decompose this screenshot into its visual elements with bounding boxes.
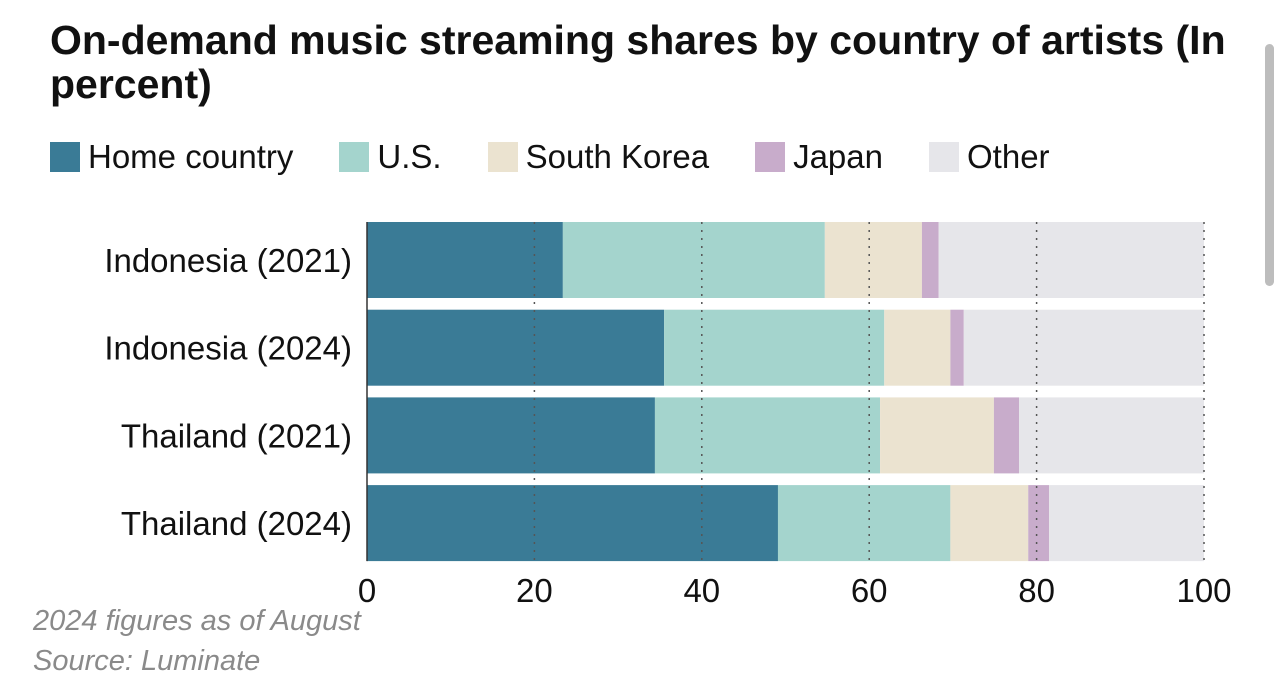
x-tick-label: 100 [1176,572,1231,609]
bar-segment [880,397,994,474]
bar-segment [664,309,885,386]
bar-segment [993,397,1020,474]
footnote: 2024 figures as of August [33,605,361,637]
category-label: Indonesia (2021) [104,242,352,279]
bar-segment [367,397,655,474]
legend-label: Japan [793,138,883,175]
bar-segment [824,222,922,298]
legend-item: Japan [755,138,883,176]
bar-segment [367,485,778,562]
bar-segment [367,222,563,298]
bar-segment [1019,397,1204,474]
x-tick-label: 0 [358,572,376,609]
legend-item: South Korea [487,138,710,176]
legend-swatch [929,142,959,172]
bar-segment [654,397,881,474]
bar-segment [367,309,665,386]
category-label: Thailand (2021) [121,417,352,454]
legend-swatch [755,142,786,172]
scrollbar[interactable] [1265,44,1274,286]
legend-label: South Korea [525,138,710,175]
x-tick-label: 80 [1018,572,1055,609]
bar-segment [884,309,951,386]
legend-item: U.S. [339,138,442,176]
bar-segment [1049,485,1204,562]
legend-label: Other [967,138,1050,175]
bar-segment [921,222,939,298]
legend-swatch [50,142,80,172]
bar-segment [777,485,951,562]
legend-label: Home country [88,138,294,175]
bar-segment [950,485,1029,562]
category-label: Indonesia (2024) [104,330,352,367]
legend-swatch [339,142,370,172]
bar-segment [1028,485,1050,562]
legend-item: Other [929,138,1050,176]
bar-segment [938,222,1204,298]
legend-item: Home country [50,138,293,176]
bar-segment [950,309,964,386]
category-label: Thailand (2024) [121,505,352,542]
legend-swatch [487,142,518,172]
source-note: Source: Luminate [33,645,261,677]
x-tick-label: 60 [851,572,888,609]
bar-segment [562,222,825,298]
legend: Home country U.S. South Korea Japan Other [50,138,1096,176]
x-tick-label: 40 [683,572,720,609]
chart-title: On-demand music streaming shares by coun… [50,17,1226,107]
legend-label: U.S. [377,138,442,175]
bar-segment [963,309,1204,386]
x-tick-label: 20 [516,572,553,609]
